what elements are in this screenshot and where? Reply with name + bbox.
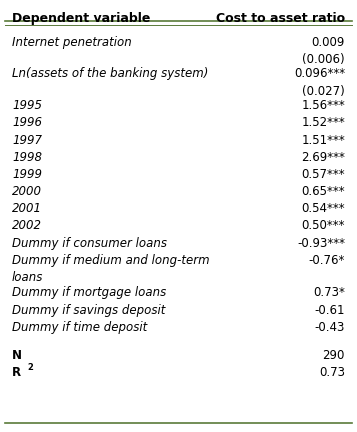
Text: 290: 290 — [323, 349, 345, 362]
Text: 2: 2 — [27, 363, 33, 372]
Text: 1995: 1995 — [12, 99, 42, 112]
Text: Ln(assets of the banking system): Ln(assets of the banking system) — [12, 67, 208, 80]
Text: 0.096***: 0.096*** — [294, 67, 345, 80]
Text: 0.009: 0.009 — [312, 36, 345, 49]
Text: 2.69***: 2.69*** — [301, 151, 345, 164]
Text: 0.65***: 0.65*** — [301, 185, 345, 198]
Text: 0.73: 0.73 — [319, 366, 345, 379]
Text: (0.027): (0.027) — [302, 85, 345, 98]
Text: Dummy if medium and long-term: Dummy if medium and long-term — [12, 254, 210, 267]
Text: 1.56***: 1.56*** — [301, 99, 345, 112]
Text: 0.50***: 0.50*** — [301, 219, 345, 232]
Text: Dependent variable: Dependent variable — [12, 12, 150, 25]
Text: 1.52***: 1.52*** — [301, 116, 345, 130]
Text: Cost to asset ratio: Cost to asset ratio — [216, 12, 345, 25]
Text: 0.57***: 0.57*** — [301, 168, 345, 181]
Text: -0.93***: -0.93*** — [297, 237, 345, 250]
Text: 1996: 1996 — [12, 116, 42, 130]
Text: 2001: 2001 — [12, 202, 42, 215]
Text: -0.43: -0.43 — [315, 321, 345, 334]
Text: 2000: 2000 — [12, 185, 42, 198]
Text: -0.61: -0.61 — [315, 304, 345, 317]
Text: 1997: 1997 — [12, 133, 42, 146]
Text: 2002: 2002 — [12, 219, 42, 232]
Text: 0.54***: 0.54*** — [301, 202, 345, 215]
Text: R: R — [12, 366, 21, 379]
Text: -0.76*: -0.76* — [308, 254, 345, 267]
Text: 1.51***: 1.51*** — [301, 133, 345, 146]
Text: 1998: 1998 — [12, 151, 42, 164]
Text: loans: loans — [12, 271, 44, 284]
Text: (0.006): (0.006) — [302, 53, 345, 66]
Text: N: N — [12, 349, 22, 362]
Text: 0.73*: 0.73* — [313, 286, 345, 299]
Text: Dummy if savings deposit: Dummy if savings deposit — [12, 304, 165, 317]
Text: Dummy if mortgage loans: Dummy if mortgage loans — [12, 286, 166, 299]
Text: Dummy if consumer loans: Dummy if consumer loans — [12, 237, 167, 250]
Text: Dummy if time deposit: Dummy if time deposit — [12, 321, 147, 334]
Text: 1999: 1999 — [12, 168, 42, 181]
Text: Internet penetration: Internet penetration — [12, 36, 132, 49]
